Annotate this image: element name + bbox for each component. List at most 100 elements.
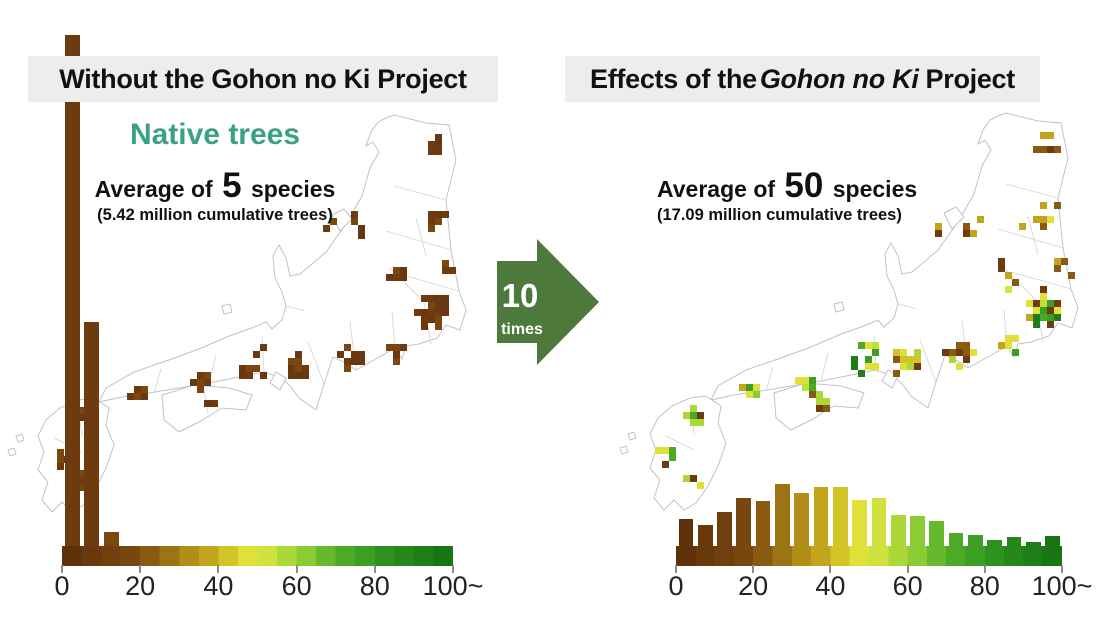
planting-square (900, 349, 907, 356)
planting-square (344, 358, 351, 365)
right-average-prefix: Average of (657, 176, 776, 202)
planting-square (1033, 307, 1040, 314)
planting-square (1026, 300, 1033, 307)
arrow-shape (497, 239, 599, 365)
planting-square (1033, 314, 1040, 321)
planting-square (963, 230, 970, 237)
planting-square (1040, 314, 1047, 321)
planting-square (393, 351, 400, 358)
planting-square (956, 363, 963, 370)
planting-square (323, 225, 330, 232)
planting-grid-squares (655, 132, 1075, 489)
right-header: Effects of the Gohon no Ki Project (565, 56, 1040, 102)
planting-square (753, 391, 760, 398)
planting-square (809, 377, 816, 384)
axis-tick-label: 60 (892, 571, 923, 601)
planting-square (1005, 335, 1012, 342)
histogram-bar (794, 493, 810, 546)
planting-square (400, 344, 407, 351)
planting-square (134, 393, 141, 400)
axis-tick-label: 60 (281, 571, 312, 601)
planting-square (428, 309, 435, 316)
axis-tick (139, 565, 142, 573)
planting-square (1012, 279, 1019, 286)
planting-square (963, 356, 970, 363)
histogram-bar (84, 322, 100, 546)
left-average-suffix: species (250, 176, 336, 202)
planting-square (57, 449, 64, 456)
planting-square (872, 363, 879, 370)
planting-square (914, 363, 921, 370)
planting-square (428, 316, 435, 323)
planting-square (302, 365, 309, 372)
native-trees-label: Native trees (129, 118, 301, 151)
planting-square (1047, 307, 1054, 314)
planting-square (78, 414, 85, 421)
planting-square (204, 400, 211, 407)
axis-tick-label: 100~ (422, 571, 484, 601)
histogram-bar (103, 532, 119, 546)
axis-tick (752, 565, 755, 573)
planting-square (428, 218, 435, 225)
histogram-bar (1045, 536, 1060, 546)
axis-tick-label: 80 (359, 571, 390, 601)
planting-square (956, 342, 963, 349)
planting-square (197, 379, 204, 386)
planting-square (662, 461, 669, 468)
planting-square (1012, 335, 1019, 342)
planting-square (421, 316, 428, 323)
planting-square (823, 405, 830, 412)
axis-tick-label: 80 (969, 571, 1000, 601)
planting-square (78, 477, 85, 484)
planting-square (78, 407, 85, 414)
planting-square (1054, 314, 1061, 321)
planting-square (697, 482, 704, 489)
axis-tick-label: 100~ (1031, 571, 1093, 601)
planting-square (1040, 146, 1047, 153)
planting-square (246, 372, 253, 379)
planting-square (344, 365, 351, 372)
planting-square (78, 484, 85, 491)
planting-square (351, 211, 358, 218)
planting-square (421, 309, 428, 316)
planting-square (414, 309, 421, 316)
planting-square (1054, 202, 1061, 209)
left-header-text: Without the Gohon no Ki Project (59, 63, 467, 94)
planting-square (253, 351, 260, 358)
histogram-bar (697, 525, 713, 546)
left-cumulative-line: (5.42 million cumulative trees) (97, 206, 333, 224)
planting-square (942, 349, 949, 356)
planting-square (1033, 300, 1040, 307)
planting-square (351, 351, 358, 358)
planting-square (1054, 300, 1061, 307)
histogram-bar (1006, 537, 1022, 546)
japan-map-right (606, 104, 1100, 540)
axis-tick (983, 565, 986, 573)
planting-square (851, 363, 858, 370)
planting-square (386, 274, 393, 281)
oki-outline (221, 303, 233, 315)
planting-square (690, 405, 697, 412)
planting-square (872, 342, 879, 349)
planting-square (260, 344, 267, 351)
planting-square (428, 295, 435, 302)
planting-square (1054, 265, 1061, 272)
planting-square (1068, 272, 1075, 279)
histogram-bar (717, 512, 732, 546)
planting-square (900, 356, 907, 363)
planting-square (190, 379, 197, 386)
planting-square (393, 358, 400, 365)
planting-square (816, 398, 823, 405)
planting-square (998, 265, 1005, 272)
planting-square (78, 470, 85, 477)
axis-tick (1061, 565, 1063, 573)
planting-square (393, 274, 400, 281)
right-average-suffix: species (832, 176, 918, 202)
planting-square (435, 211, 442, 218)
planting-grid-squares (57, 134, 456, 491)
planting-square (1005, 272, 1012, 279)
histogram-bar (832, 487, 848, 546)
histogram-bar (929, 521, 945, 546)
axis-tick-label: 40 (203, 571, 234, 601)
planting-square (358, 351, 365, 358)
